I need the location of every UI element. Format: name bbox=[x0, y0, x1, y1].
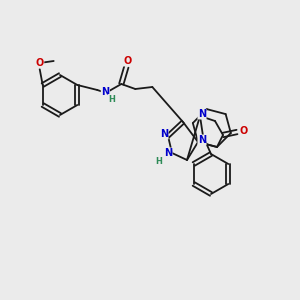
Text: O: O bbox=[240, 126, 248, 136]
Text: H: H bbox=[108, 94, 115, 103]
Text: H: H bbox=[156, 157, 162, 166]
Text: N: N bbox=[198, 135, 206, 145]
Text: N: N bbox=[198, 109, 206, 119]
Text: O: O bbox=[36, 58, 44, 68]
Text: N: N bbox=[164, 148, 172, 158]
Text: N: N bbox=[101, 87, 110, 97]
Text: O: O bbox=[123, 56, 131, 66]
Text: N: N bbox=[160, 129, 168, 139]
